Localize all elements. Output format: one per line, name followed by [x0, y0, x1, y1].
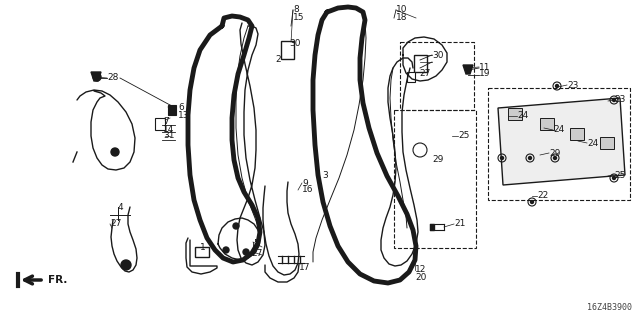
Text: 3: 3 [322, 171, 328, 180]
Text: 27: 27 [251, 250, 262, 259]
Text: FR.: FR. [48, 275, 67, 285]
Bar [168, 105, 176, 115]
Text: 25: 25 [458, 132, 469, 140]
Bar [407, 72, 415, 82]
Text: 24: 24 [587, 139, 598, 148]
Text: 21: 21 [454, 220, 465, 228]
Circle shape [121, 260, 131, 270]
Text: 15: 15 [293, 12, 305, 21]
Text: 23: 23 [614, 95, 625, 105]
Text: 30: 30 [289, 39, 301, 49]
Circle shape [111, 148, 119, 156]
Text: 8: 8 [293, 5, 299, 14]
Text: 30: 30 [432, 51, 444, 60]
Text: 18: 18 [396, 12, 408, 21]
Text: 9: 9 [302, 179, 308, 188]
Text: 16Z4B3900: 16Z4B3900 [587, 303, 632, 312]
Circle shape [223, 247, 229, 253]
Circle shape [500, 156, 504, 159]
Circle shape [556, 84, 559, 87]
Text: 11: 11 [479, 62, 490, 71]
Text: 28: 28 [107, 74, 118, 83]
Text: 7: 7 [163, 117, 169, 126]
Text: 27: 27 [110, 220, 122, 228]
Bar [394, 110, 476, 248]
Circle shape [554, 156, 557, 159]
Text: 14: 14 [163, 124, 174, 133]
Bar [414, 55, 427, 72]
Text: 16: 16 [302, 186, 314, 195]
Bar [281, 41, 294, 59]
Circle shape [529, 156, 531, 159]
Text: 24: 24 [553, 125, 564, 134]
Polygon shape [91, 72, 101, 81]
Bar [400, 42, 474, 110]
Bar [540, 118, 554, 130]
Text: 23: 23 [567, 81, 579, 90]
Polygon shape [463, 65, 473, 74]
Bar [488, 88, 630, 200]
Text: 4: 4 [118, 204, 124, 212]
Text: 12: 12 [415, 266, 426, 275]
Bar [195, 247, 209, 257]
Circle shape [243, 249, 249, 255]
Text: 13: 13 [178, 110, 189, 119]
Text: 6: 6 [178, 103, 184, 113]
Polygon shape [430, 224, 434, 230]
Text: 2: 2 [275, 55, 280, 65]
Bar [600, 137, 614, 149]
Text: 27: 27 [419, 68, 430, 77]
Bar [155, 118, 165, 130]
Polygon shape [498, 98, 625, 185]
Bar [570, 128, 584, 140]
Circle shape [612, 99, 616, 101]
Circle shape [531, 201, 534, 204]
Circle shape [612, 177, 616, 180]
Text: 22: 22 [537, 191, 548, 201]
Circle shape [233, 223, 239, 229]
Text: 5: 5 [253, 238, 259, 247]
Bar [508, 108, 522, 120]
Text: 20: 20 [415, 273, 426, 282]
Text: 10: 10 [396, 5, 408, 14]
Text: 29: 29 [549, 148, 561, 157]
Text: 19: 19 [479, 69, 490, 78]
Text: 1: 1 [200, 244, 205, 252]
Text: 17: 17 [299, 262, 310, 271]
Text: 31: 31 [163, 132, 175, 140]
Text: 24: 24 [517, 111, 528, 121]
Text: 29: 29 [432, 156, 444, 164]
Circle shape [93, 73, 101, 81]
Text: 25: 25 [614, 171, 625, 180]
